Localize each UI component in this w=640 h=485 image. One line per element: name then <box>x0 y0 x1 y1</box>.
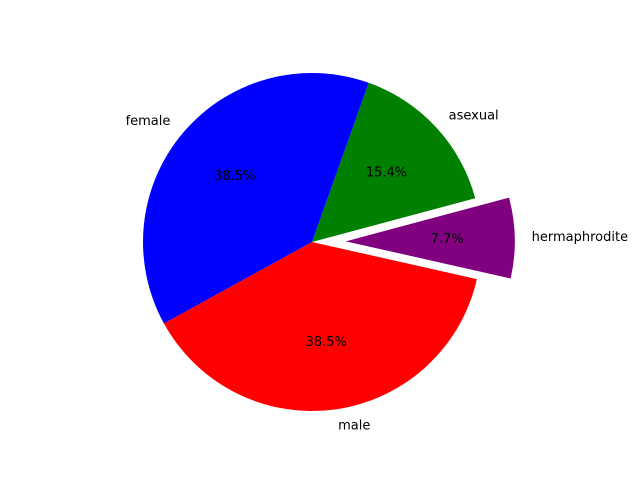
slice-percent-male: 38.5% <box>306 335 347 350</box>
slice-label-male: male <box>338 419 370 434</box>
pie-slices <box>142 72 515 412</box>
slice-percent-asexual: 15.4% <box>366 166 407 181</box>
slice-label-hermaphrodite: hermaphrodite <box>532 230 628 245</box>
slice-percent-hermaphrodite: 7.7% <box>431 232 464 247</box>
pie-slice-asexual <box>312 82 476 242</box>
slice-percent-female: 38.5% <box>214 169 255 184</box>
pie-slice-male <box>163 242 477 412</box>
slice-label-female: female <box>126 114 171 129</box>
pie-labels: asexual 15.4% female 38.5% male 38.5% hermaphr… <box>126 108 629 433</box>
slice-label-asexual: asexual <box>449 108 499 123</box>
pie-slice-hermaphrodite <box>345 197 515 279</box>
pie-slice-female <box>142 72 369 324</box>
